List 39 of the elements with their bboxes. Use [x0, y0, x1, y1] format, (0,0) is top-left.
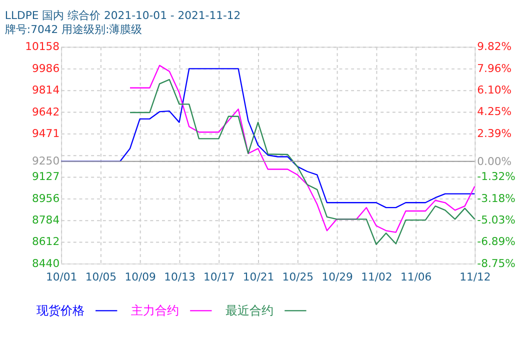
x-tick-label: 10/17 [204, 270, 235, 284]
y-tick-label: 8612 [32, 235, 60, 248]
y2-tick-label: -1.32% [477, 170, 516, 184]
y-tick-label: 9250 [32, 154, 60, 168]
y-tick-label: 8784 [32, 214, 60, 227]
legend-label: 现货价格 [36, 304, 84, 318]
y2-tick-label: -3.18% [477, 192, 516, 205]
y2-tick-label: 2.39% [477, 126, 512, 140]
y2-tick-label: 7.96% [477, 62, 512, 75]
y-tick-label: 10158 [25, 40, 60, 54]
x-tick-label: 10/21 [242, 270, 274, 284]
y2-tick-label: 0.00% [477, 154, 512, 168]
y2-tick-label: 4.25% [477, 105, 512, 118]
y2-tick-label: 9.82% [477, 40, 512, 54]
x-tick-label: 11/02 [361, 270, 392, 284]
y2-tick-label: -6.89% [477, 235, 516, 248]
x-tick-label: 11/12 [460, 270, 491, 284]
legend-label: 主力合约 [130, 304, 179, 318]
y-tick-label: 8956 [32, 192, 60, 205]
y-tick-label: 9471 [32, 126, 60, 140]
y2-tick-label: -5.03% [477, 213, 516, 226]
y-tick-label: 9127 [32, 170, 60, 184]
y-tick-label: 8440 [32, 256, 60, 270]
y-tick-label: 9986 [32, 62, 60, 75]
y2-tick-label: 6.10% [477, 84, 512, 97]
x-tick-label: 10/05 [85, 270, 117, 284]
y-tick-label: 9642 [32, 105, 60, 118]
chart-subtitle: 牌号:7042 用途级别:薄膜级 [4, 22, 142, 36]
chart-title: LLDPE 国内 综合价 2021-10-01 - 2021-11-12 [4, 9, 241, 22]
x-tick-label: 10/29 [322, 270, 354, 284]
x-tick-label: 10/09 [124, 270, 156, 284]
x-tick-label: 11/06 [400, 270, 432, 284]
x-tick-label: 10/01 [46, 270, 78, 284]
legend-label: 最近合约 [226, 304, 274, 318]
y2-tick-label: -8.75% [477, 256, 516, 270]
y-tick-label: 9814 [32, 84, 60, 97]
x-tick-label: 10/25 [282, 270, 314, 284]
x-tick-label: 10/13 [164, 270, 196, 284]
line-series [60, 68, 476, 208]
